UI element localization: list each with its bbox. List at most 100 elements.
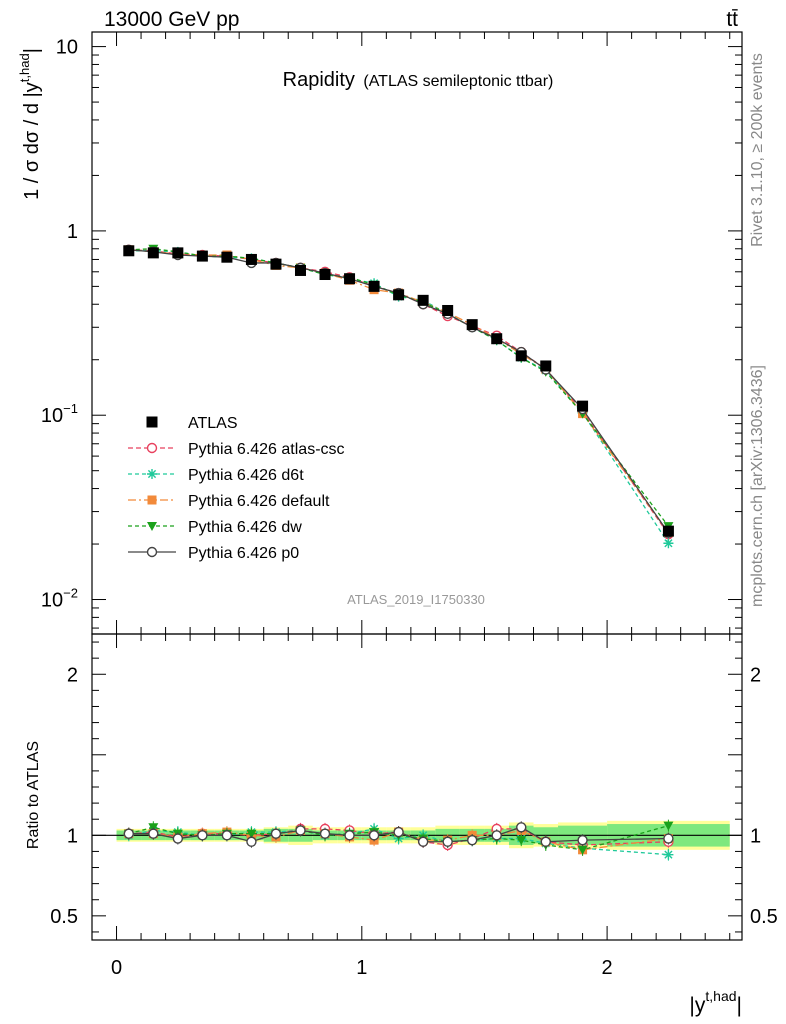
main-y-axis-title: 1 / σ dσ / d |yt,had| bbox=[17, 48, 43, 200]
data-point-atlas bbox=[344, 273, 356, 285]
ratio-point-p0 bbox=[197, 830, 208, 841]
ratio-point-dw bbox=[663, 821, 674, 831]
legend-entry-default: Pythia 6.426 default bbox=[128, 493, 330, 510]
legend-label: Pythia 6.426 atlas-csc bbox=[188, 441, 345, 458]
ratio-point-p0 bbox=[663, 833, 674, 844]
data-point-atlas bbox=[466, 319, 478, 331]
ratio-series bbox=[123, 819, 674, 861]
y-tick-label-base: 10 bbox=[41, 405, 63, 427]
data-point-atlas bbox=[577, 400, 589, 412]
ratio-point-p0 bbox=[442, 836, 453, 847]
series-atlas bbox=[123, 245, 674, 537]
series-dw bbox=[123, 244, 674, 532]
y-tick-label: 10 bbox=[56, 37, 78, 59]
energy-label: 13000 GeV pp bbox=[104, 8, 239, 31]
ratio-point-p0 bbox=[491, 830, 502, 841]
ratio-point-p0 bbox=[172, 833, 184, 844]
plot-title: Rapidity (ATLAS semileptonic ttbar) bbox=[283, 69, 554, 91]
ratio-point-p0 bbox=[344, 830, 355, 841]
legend-marker bbox=[146, 442, 158, 454]
ratio-point-p0 bbox=[417, 836, 429, 847]
ratio-point-p0 bbox=[221, 830, 233, 841]
series-line-atlas_csc bbox=[128, 249, 669, 535]
legend-entry-p0: Pythia 6.426 p0 bbox=[128, 545, 299, 562]
legend-marker bbox=[147, 522, 157, 531]
legend-marker bbox=[147, 469, 157, 479]
ratio-point-dw bbox=[516, 836, 527, 846]
main-frame-border bbox=[91, 31, 743, 635]
legend-label: Pythia 6.426 dw bbox=[188, 519, 302, 536]
data-point-atlas bbox=[196, 250, 208, 262]
ratio-y-tick-label: 1 bbox=[67, 825, 78, 847]
ratio-y-tick-label-right: 1 bbox=[750, 825, 761, 847]
legend-label: Pythia 6.426 d6t bbox=[188, 467, 304, 484]
data-point-atlas bbox=[245, 253, 257, 265]
ratio-series-p0 bbox=[123, 821, 674, 848]
legend-marker bbox=[146, 546, 158, 558]
title-sub: (ATLAS semileptonic ttbar) bbox=[363, 73, 553, 90]
legend-label: Pythia 6.426 p0 bbox=[188, 545, 299, 562]
x-tick-label: 2 bbox=[602, 957, 613, 979]
ratio-y-tick-labels: 0.5 0.5 1 1 2 2 bbox=[50, 664, 778, 928]
ratio-point-p0 bbox=[123, 828, 134, 839]
ratio-frame-border bbox=[91, 633, 743, 941]
main-frame bbox=[91, 31, 743, 635]
ratio-point-p0 bbox=[295, 825, 306, 836]
ratio-point-p0 bbox=[516, 822, 527, 833]
data-point-atlas bbox=[515, 350, 527, 362]
main-series bbox=[123, 244, 674, 549]
ratio-y-tick-label-right: 2 bbox=[750, 664, 761, 686]
ratio-y-tick-label-right: 0.5 bbox=[750, 906, 778, 928]
rivet-version-label: Rivet 3.1.10, ≥ 200k events bbox=[749, 53, 766, 247]
process-label: tt̄ bbox=[726, 8, 738, 31]
analysis-id-label: ATLAS_2019_I1750330 bbox=[347, 592, 485, 607]
ratio-frame bbox=[91, 633, 743, 941]
ratio-point-p0 bbox=[270, 828, 282, 839]
data-point-atlas bbox=[662, 525, 674, 537]
data-point-atlas bbox=[270, 258, 282, 270]
legend-label: Pythia 6.426 default bbox=[188, 493, 330, 510]
data-point-atlas bbox=[368, 280, 380, 292]
ratio-point-p0 bbox=[577, 834, 588, 846]
ratio-y-axis-title: Ratio to ATLAS bbox=[25, 741, 42, 849]
y-tick-label-base: 10 bbox=[56, 37, 78, 59]
y-tick-label: 1 bbox=[67, 221, 78, 243]
ratio-point-dw bbox=[577, 845, 588, 855]
x-tick-labels: 0 1 2 bbox=[111, 957, 613, 979]
data-point-atlas bbox=[393, 289, 405, 301]
ratio-y-tick-label: 2 bbox=[67, 664, 78, 686]
data-point-atlas bbox=[294, 264, 306, 276]
legend-marker bbox=[147, 495, 157, 505]
legend-entry-atlas_csc: Pythia 6.426 atlas-csc bbox=[128, 441, 345, 458]
ratio-panel: 0.5 0.5 1 1 2 2 0 1 2 bbox=[50, 633, 778, 979]
ratio-point-p0 bbox=[319, 828, 331, 839]
ratio-line-default bbox=[128, 829, 669, 851]
data-point-atlas bbox=[540, 360, 552, 372]
main-panel: 10−2 10−1 1 10 ATLAS_2019_I1750330 ATLASPyt… bbox=[41, 31, 743, 635]
ratio-point-p0 bbox=[148, 828, 159, 839]
ratio-y-tick-label: 0.5 bbox=[50, 906, 78, 928]
main-axis-ticks bbox=[91, 32, 742, 634]
y-tick-label: 10−1 bbox=[41, 401, 78, 427]
x-axis-title: |yt,had| bbox=[689, 988, 742, 1017]
legend: ATLAS Pythia 6.426 atlas-csc Pythia 6.426 … bbox=[128, 415, 345, 562]
legend-entry-d6t: Pythia 6.426 d6t bbox=[128, 467, 304, 484]
ratio-axis-ticks bbox=[91, 634, 742, 940]
data-point-atlas bbox=[417, 294, 429, 306]
x-tick-label: 1 bbox=[356, 957, 367, 979]
data-point-atlas bbox=[172, 247, 184, 259]
y-tick-label-base: 10 bbox=[41, 590, 63, 612]
data-point-d6t bbox=[663, 538, 674, 549]
ratio-point-p0 bbox=[393, 826, 404, 838]
data-point-atlas bbox=[147, 247, 159, 259]
legend-entry-dw: Pythia 6.426 dw bbox=[128, 519, 302, 536]
data-point-atlas bbox=[442, 304, 454, 316]
mcplots-label: mcplots.cern.ch [arXiv:1306.3436] bbox=[749, 365, 766, 607]
main-y-tick-labels: 10−2 10−1 1 10 bbox=[41, 37, 78, 612]
data-point-atlas bbox=[221, 251, 233, 263]
data-point-atlas bbox=[319, 269, 331, 281]
ratio-point-dw bbox=[246, 829, 257, 839]
y-tick-label: 10−2 bbox=[41, 586, 78, 612]
legend-marker bbox=[146, 416, 158, 428]
